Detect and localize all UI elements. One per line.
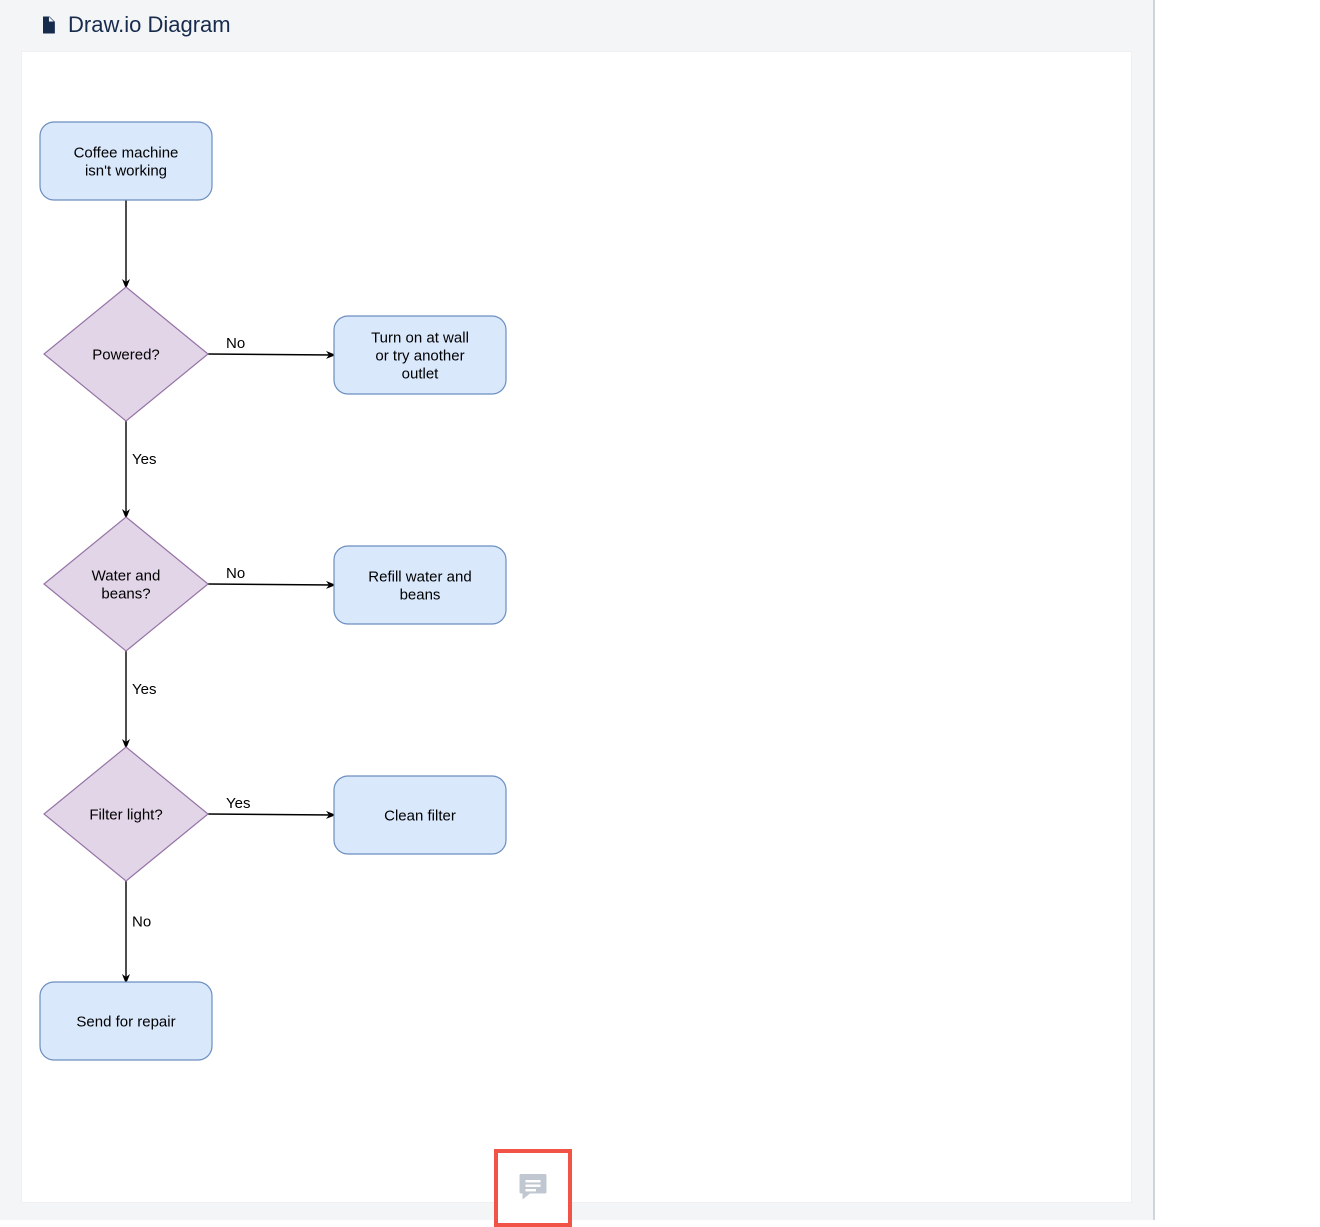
edge-label-water-filter: Yes <box>132 681 156 698</box>
page-container: Draw.io Diagram Coffee machineisn't work… <box>0 0 1155 1220</box>
flowchart-svg: Coffee machineisn't workingPowered?Turn … <box>22 52 1132 1202</box>
diagram-panel: Coffee machineisn't workingPowered?Turn … <box>22 52 1131 1202</box>
node-label: Filter light? <box>89 806 162 823</box>
node-label: Clean filter <box>384 807 456 824</box>
panel-title: Draw.io Diagram <box>68 12 231 38</box>
node-label: Coffee machineisn't working <box>74 144 179 179</box>
edge-label-filter-repair: No <box>132 913 151 930</box>
panel-header: Draw.io Diagram <box>0 0 1153 44</box>
comment-highlight-box[interactable] <box>494 1149 572 1227</box>
edge-filter-clean <box>208 814 334 815</box>
node-label: Powered? <box>92 346 160 363</box>
node-label: Water andbeans? <box>92 567 161 602</box>
edge-label-powered-water: Yes <box>132 451 156 468</box>
edge-label-water-refill: No <box>226 565 245 582</box>
edge-label-filter-clean: Yes <box>226 795 250 812</box>
edge-powered-outlet <box>208 354 334 355</box>
node-label: Send for repair <box>76 1013 175 1030</box>
edge-label-powered-outlet: No <box>226 335 245 352</box>
comment-icon <box>515 1168 551 1209</box>
edge-water-refill <box>208 584 334 585</box>
document-icon <box>38 14 58 36</box>
